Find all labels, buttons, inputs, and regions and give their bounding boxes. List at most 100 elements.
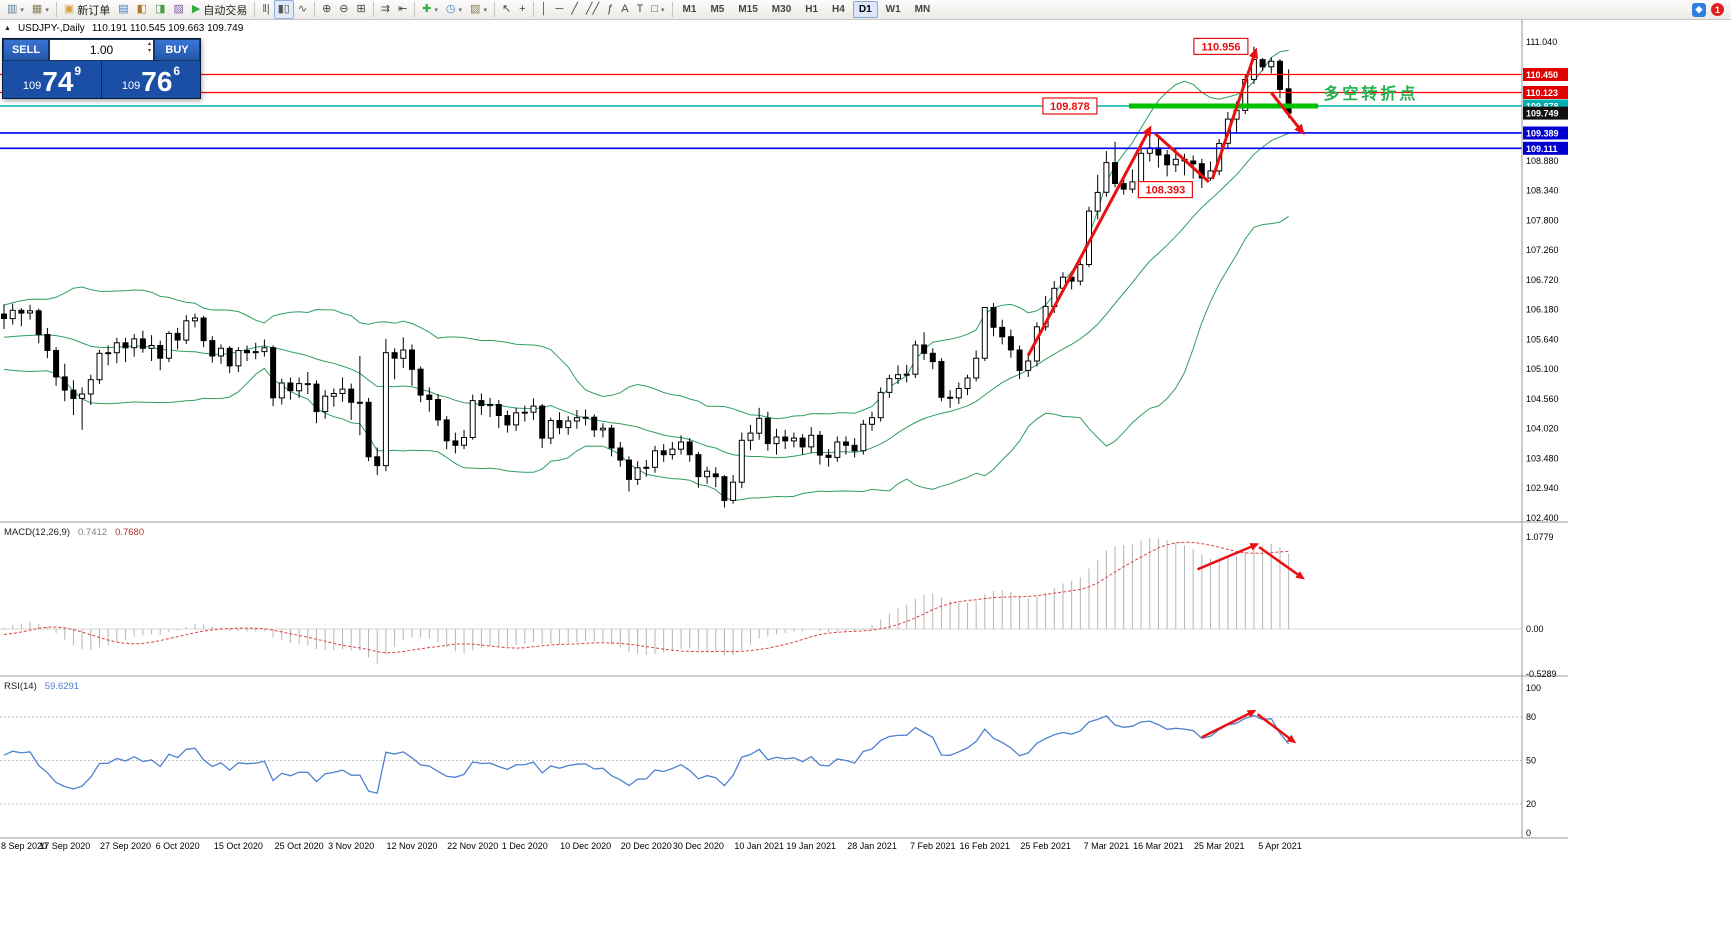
profiles-dropdown-icon[interactable]: ▾ xyxy=(45,6,49,14)
volume-down-icon[interactable]: ▾ xyxy=(147,48,151,54)
chart-shift-button[interactable]: ⇤ xyxy=(394,0,411,19)
timeframe-w1-button[interactable]: W1 xyxy=(885,4,901,15)
templates-dropdown-icon[interactable]: ▾ xyxy=(483,6,487,14)
trend-arrow[interactable] xyxy=(1256,713,1297,744)
periods-button[interactable]: ◷ ▾ xyxy=(442,0,466,19)
templates-button[interactable]: ▧ ▾ xyxy=(466,0,491,19)
volume-up-icon[interactable]: ▴ xyxy=(147,41,151,47)
channel-button[interactable]: ╱╱ xyxy=(582,0,603,19)
auto-scroll-button[interactable]: ⇉ xyxy=(377,0,394,19)
horizontal-line-button[interactable]: ─ xyxy=(551,0,567,19)
candle xyxy=(1077,264,1084,282)
strategy-tester-icon: ▨ xyxy=(173,3,184,15)
panel-separators[interactable] xyxy=(0,20,1568,839)
trendline-button[interactable]: ╱ xyxy=(567,0,582,19)
volume-field[interactable]: 1.00 ▴ ▾ xyxy=(49,39,154,61)
chart-bars-button[interactable]: ‖| xyxy=(258,0,273,19)
candle xyxy=(530,405,537,413)
zoom-in-icon: ⊕ xyxy=(322,3,332,15)
candle xyxy=(521,411,528,414)
profiles-button[interactable]: ▦ ▾ xyxy=(28,0,53,19)
shapes-button[interactable]: □ ▾ xyxy=(647,0,668,19)
text-button[interactable]: A xyxy=(617,0,632,19)
candle xyxy=(799,437,806,448)
navigator-button[interactable]: ◧ xyxy=(133,0,151,19)
timeframe-m30-button[interactable]: M30 xyxy=(771,4,792,15)
cursor-button[interactable]: ↖ xyxy=(498,0,515,19)
vertical-line-button[interactable]: │ xyxy=(537,0,552,19)
turning-point-label[interactable]: 多空转折点 xyxy=(1323,84,1418,103)
buy-price-figure: 109 xyxy=(121,80,141,92)
buy-price[interactable]: 109 76 6 xyxy=(102,61,200,98)
annotations-layer[interactable]: 110.956 109.878 108.393 多空转折点 xyxy=(1026,37,1418,744)
price-annotation-box[interactable] xyxy=(1042,97,1098,115)
crosshair-button[interactable]: + xyxy=(515,0,529,19)
sell-price-pip-digit: 9 xyxy=(74,64,82,78)
price-annotation-box[interactable] xyxy=(1137,181,1194,199)
notifications-badge-icon[interactable]: 1 xyxy=(1711,3,1724,16)
candle xyxy=(1112,162,1118,185)
strategy-tester-button[interactable]: ▨ xyxy=(169,0,187,19)
candle xyxy=(400,349,407,359)
candle xyxy=(599,427,606,431)
text-label-button[interactable]: T xyxy=(633,0,648,19)
price-scale-label: 106.720 xyxy=(1526,275,1559,285)
trend-arrow[interactable] xyxy=(1201,709,1257,739)
buy-button[interactable]: BUY xyxy=(154,39,200,61)
trend-arrow[interactable] xyxy=(1026,125,1152,357)
shapes-dropdown-icon[interactable]: ▾ xyxy=(661,6,665,14)
chart-window[interactable]: 111.040 108.880 108.340 107.800 107.260 106.7… xyxy=(0,20,1568,852)
toolbar-separator xyxy=(671,2,673,17)
channel-icon: ╱╱ xyxy=(585,3,600,15)
tile-windows-button[interactable]: ⊞ xyxy=(353,0,370,19)
candle xyxy=(973,357,980,379)
new-order-button[interactable]: ▣ 新订单 xyxy=(60,0,114,19)
trend-arrow[interactable] xyxy=(1270,91,1305,136)
timeframe-m1-button[interactable]: M1 xyxy=(682,4,697,15)
candle xyxy=(730,481,737,501)
date-label: 20 Dec 2020 xyxy=(621,841,672,851)
one-click-collapse-icon[interactable]: ▲ xyxy=(4,25,11,32)
new-chart-dropdown-icon[interactable]: ▾ xyxy=(20,6,24,14)
zoom-in-button[interactable]: ⊕ xyxy=(318,0,335,19)
price-axis[interactable]: 111.040 108.880 108.340 107.800 107.260 106.7… xyxy=(1523,37,1568,838)
horizontal-line-objects[interactable] xyxy=(0,73,1522,150)
timeframe-h1-button[interactable]: H1 xyxy=(805,4,819,15)
indicators-button[interactable]: ✚ ▾ xyxy=(418,0,442,19)
trend-arrow[interactable] xyxy=(1210,47,1258,180)
candle xyxy=(61,376,68,391)
price-scale-label: 103.480 xyxy=(1526,454,1559,464)
fibonacci-icon: ƒ xyxy=(607,3,614,15)
trend-arrow[interactable] xyxy=(1153,132,1210,184)
candle xyxy=(1007,336,1014,351)
sell-button[interactable]: SELL xyxy=(3,39,49,61)
chart-line-button[interactable]: ∿ xyxy=(294,0,311,19)
trend-arrow[interactable] xyxy=(1197,543,1260,571)
timeframe-m5-button[interactable]: M5 xyxy=(710,4,725,15)
fibonacci-button[interactable]: ƒ xyxy=(603,0,617,19)
candle xyxy=(183,320,190,341)
terminal-button[interactable]: ◨ xyxy=(151,0,169,19)
timeframe-m15-button[interactable]: M15 xyxy=(738,4,758,15)
zoom-out-button[interactable]: ⊖ xyxy=(335,0,352,19)
mql5-community-icon[interactable]: ◆ xyxy=(1692,2,1706,17)
indicators-dropdown-icon[interactable]: ▾ xyxy=(434,6,438,14)
chart-candles-button[interactable]: ▮▯ xyxy=(273,0,294,19)
new-chart-button[interactable]: ▥ ▾ xyxy=(3,0,28,19)
indicators-icon: ✚ xyxy=(422,3,432,15)
timeframe-d1-button[interactable]: D1 xyxy=(852,1,878,18)
candle xyxy=(79,393,86,399)
price-tag xyxy=(1523,141,1568,155)
price-annotation-box[interactable] xyxy=(1193,37,1249,55)
auto-trading-button[interactable]: ▶ 自动交易 xyxy=(188,0,251,19)
timeframe-h4-button[interactable]: H4 xyxy=(832,4,845,15)
timeframe-mn-button[interactable]: MN xyxy=(914,4,931,15)
new-order-label: 新订单 xyxy=(77,4,111,17)
market-watch-button[interactable]: ▤ xyxy=(114,0,132,19)
candle xyxy=(634,467,641,480)
trend-arrow[interactable] xyxy=(1258,546,1305,580)
sell-price[interactable]: 109 74 9 xyxy=(3,61,101,98)
chart-svg[interactable]: 111.040 108.880 108.340 107.800 107.260 106.7… xyxy=(0,20,1568,852)
periods-dropdown-icon[interactable]: ▾ xyxy=(458,6,463,14)
